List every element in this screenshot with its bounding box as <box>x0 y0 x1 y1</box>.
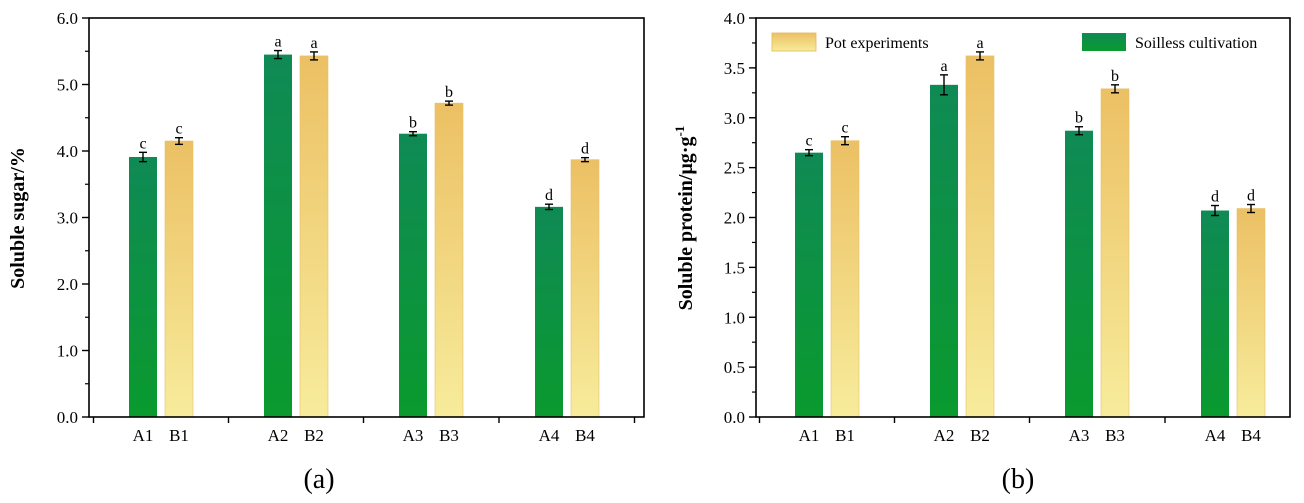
axes: A1 B1 A2 B2 A3 B3 A4 B4 0.0 0.5 1.0 1.5 2.0 2.5 3.0 3.5… <box>724 9 1291 445</box>
legend-label-soilless: Soilless cultivation <box>1135 35 1257 52</box>
x-tick-label: B1 <box>169 426 189 445</box>
significance-label: c <box>841 120 848 137</box>
bar-group: c c a a b b d d <box>129 34 600 418</box>
x-tick-label: A2 <box>934 426 955 445</box>
x-tick-label: B3 <box>439 426 459 445</box>
y-tick-label: 4.0 <box>724 9 745 28</box>
bar-b1 <box>164 140 194 418</box>
x-tick-label: B3 <box>1105 426 1125 445</box>
significance-label: a <box>274 34 281 51</box>
bar-a2 <box>930 84 958 418</box>
y-tick-label: 0.0 <box>57 408 78 427</box>
axes: A1 B1 A2 B2 A3 B3 A4 B4 0.0 1.0 2.0 3.0 4.0 5.0 6.0 <box>57 9 645 445</box>
bar-b4 <box>1236 208 1266 418</box>
significance-label: d <box>1211 189 1219 206</box>
bar-a3 <box>399 133 427 417</box>
y-tick-label: 4.0 <box>57 142 78 161</box>
y-tick-label: 3.0 <box>57 209 78 228</box>
significance-label: b <box>409 115 417 132</box>
y-tick-label: 3.5 <box>724 59 745 78</box>
error-bar <box>1075 126 1083 136</box>
significance-label: d <box>545 187 553 204</box>
error-bar <box>409 131 417 137</box>
significance-label: d <box>1247 188 1255 205</box>
significance-label: c <box>805 133 812 150</box>
significance-label: c <box>139 135 146 152</box>
error-bar <box>581 156 589 163</box>
legend-swatch-soilless <box>1082 33 1126 51</box>
panel-label: (a) <box>303 464 334 495</box>
y-tick-label: 0.5 <box>724 358 745 377</box>
significance-label: a <box>310 35 317 52</box>
error-bar <box>1111 84 1119 94</box>
x-tick-label: B1 <box>835 426 855 445</box>
error-bar <box>175 136 183 146</box>
y-tick-label: 1.5 <box>724 258 745 277</box>
y-tick-label: 2.0 <box>57 275 78 294</box>
y-tick-label: 6.0 <box>57 9 78 28</box>
y-tick-label: 2.5 <box>724 159 745 178</box>
y-axis-label-main: Soluble protein/μg·g <box>675 137 697 311</box>
error-bar <box>445 100 453 106</box>
bar-group: c c a a b b d d <box>795 35 1266 418</box>
legend-label-pot: Pot experiments <box>825 35 929 52</box>
legend: Pot experiments Soilless cultivation <box>771 32 1257 52</box>
bar-b2 <box>965 55 995 418</box>
x-tick-label: A4 <box>1205 426 1226 445</box>
x-tick-label: B2 <box>304 426 324 445</box>
bar-b3 <box>1100 88 1130 418</box>
chart-panel-b: c c a a b b d d A1 B1 A2 B2 A3 B3 A4 B4 0.0 0.5 1.0 1.5 2.0… <box>672 9 1291 495</box>
y-axis-label-superscript: -1 <box>672 126 687 137</box>
error-bar <box>805 148 813 157</box>
error-bar <box>274 49 282 60</box>
error-bar <box>139 151 147 163</box>
y-tick-label: 0.0 <box>724 408 745 427</box>
x-tick-label: A3 <box>1069 426 1090 445</box>
bar-a4 <box>1201 210 1229 417</box>
x-tick-label: A1 <box>799 426 820 445</box>
x-tick-label: A2 <box>268 426 289 445</box>
x-tick-label: B4 <box>575 426 595 445</box>
error-bar <box>1247 203 1255 214</box>
x-tick-label: A4 <box>539 426 560 445</box>
x-tick-label: B2 <box>970 426 990 445</box>
significance-label: b <box>445 84 453 101</box>
y-axis-label: Soluble sugar/% <box>7 147 29 289</box>
error-bar <box>545 203 553 211</box>
error-bar <box>940 74 948 96</box>
bar-a1 <box>795 152 823 417</box>
significance-label: b <box>1111 68 1119 85</box>
y-tick-label: 3.0 <box>724 109 745 128</box>
error-bar <box>841 136 849 146</box>
significance-label: b <box>1075 110 1083 127</box>
bar-b2 <box>299 55 329 418</box>
x-tick-label: A3 <box>403 426 424 445</box>
y-tick-label: 5.0 <box>57 76 78 95</box>
significance-label: c <box>175 121 182 138</box>
bar-b1 <box>830 140 860 418</box>
bar-a1 <box>129 156 157 418</box>
bar-a2 <box>264 54 292 417</box>
y-axis-label: Soluble protein/μg·g-1 <box>672 126 697 311</box>
error-bar <box>976 51 984 61</box>
bar-a3 <box>1065 130 1093 417</box>
chart-panel-a: c c a a b b d d A1 B1 A2 B2 A3 B3 A4 B4 0.0 1.0 2.0 3.0 4.0… <box>7 9 645 495</box>
bar-a4 <box>535 206 563 417</box>
significance-label: a <box>976 35 983 52</box>
bar-b4 <box>570 159 600 418</box>
error-bar <box>310 51 318 61</box>
legend-swatch-pot <box>771 32 817 52</box>
significance-label: a <box>940 58 947 75</box>
y-tick-label: 2.0 <box>724 209 745 228</box>
panel-label: (b) <box>1002 464 1035 495</box>
error-bar <box>1211 204 1219 217</box>
y-tick-label: 1.0 <box>57 342 78 361</box>
x-tick-label: B4 <box>1241 426 1261 445</box>
x-tick-label: A1 <box>133 426 154 445</box>
bar-b3 <box>434 102 464 418</box>
y-tick-label: 1.0 <box>724 308 745 327</box>
significance-label: d <box>581 141 589 158</box>
